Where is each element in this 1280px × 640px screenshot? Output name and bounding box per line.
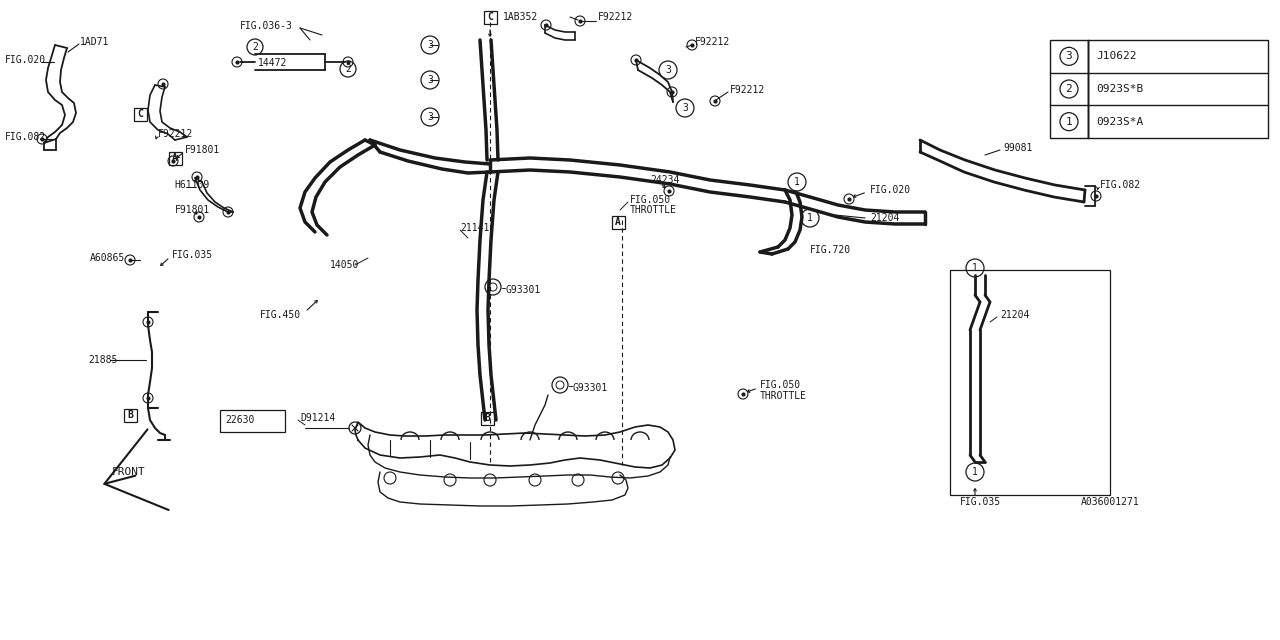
Text: D91214: D91214: [300, 413, 335, 423]
Text: 3: 3: [682, 103, 687, 113]
Text: A: A: [616, 217, 621, 227]
Text: 1: 1: [972, 263, 978, 273]
Text: C: C: [488, 12, 493, 22]
Text: A60865: A60865: [90, 253, 125, 263]
Text: FIG.082: FIG.082: [5, 132, 46, 142]
Text: F91801: F91801: [175, 205, 210, 215]
Text: FIG.050: FIG.050: [630, 195, 671, 205]
Bar: [220, 410, 285, 432]
Text: 21204: 21204: [870, 213, 900, 223]
Text: FIG.035: FIG.035: [172, 250, 214, 260]
Bar: [133, 108, 146, 120]
Text: H61109: H61109: [174, 180, 209, 190]
Text: G93301: G93301: [572, 383, 607, 393]
Bar: [612, 216, 625, 228]
Text: 1: 1: [808, 213, 813, 223]
Text: 1: 1: [1066, 116, 1073, 127]
Text: 2: 2: [1066, 84, 1073, 94]
Text: 3: 3: [666, 65, 671, 75]
Bar: [950, 270, 1110, 495]
Text: F91801: F91801: [186, 145, 220, 155]
Text: A: A: [172, 153, 178, 163]
Text: 21141: 21141: [460, 223, 489, 233]
Text: G93301: G93301: [506, 285, 540, 295]
Text: B: B: [484, 413, 490, 423]
Text: FIG.450: FIG.450: [260, 310, 301, 320]
Text: C: C: [137, 109, 143, 119]
Text: F92212: F92212: [730, 85, 765, 95]
Text: FIG.036-3: FIG.036-3: [241, 21, 293, 31]
Text: 3: 3: [428, 75, 433, 85]
Text: F92212: F92212: [598, 12, 634, 22]
Text: F92212: F92212: [695, 37, 731, 47]
Text: FIG.082: FIG.082: [1100, 180, 1142, 190]
Text: 2: 2: [252, 42, 259, 52]
Text: 99081: 99081: [1004, 143, 1033, 153]
Text: B: B: [127, 410, 133, 420]
Text: 1AD71: 1AD71: [81, 37, 109, 47]
Text: F92212: F92212: [157, 129, 193, 139]
Text: THROTTLE: THROTTLE: [630, 205, 677, 215]
Bar: [123, 408, 137, 422]
Text: A036001271: A036001271: [1082, 497, 1140, 507]
Text: 3: 3: [428, 40, 433, 50]
Text: 14472: 14472: [259, 58, 288, 68]
Text: FIG.035: FIG.035: [960, 497, 1001, 507]
Text: THROTTLE: THROTTLE: [760, 391, 806, 401]
Bar: [480, 412, 494, 424]
Text: 1: 1: [794, 177, 800, 187]
Text: 0923S*B: 0923S*B: [1096, 84, 1143, 94]
Text: 1AB352: 1AB352: [503, 12, 539, 22]
Text: 0923S*A: 0923S*A: [1096, 116, 1143, 127]
Text: FIG.050: FIG.050: [760, 380, 801, 390]
Text: FIG.020: FIG.020: [870, 185, 911, 195]
Text: 3: 3: [1066, 51, 1073, 61]
Text: 21885: 21885: [88, 355, 118, 365]
Bar: [169, 152, 182, 164]
Text: 21204: 21204: [1000, 310, 1029, 320]
Text: 2: 2: [346, 64, 351, 74]
Text: FRONT: FRONT: [113, 467, 146, 477]
Text: FIG.020: FIG.020: [5, 55, 46, 65]
Text: 14050: 14050: [330, 260, 360, 270]
Bar: [484, 10, 497, 24]
Text: FIG.720: FIG.720: [810, 245, 851, 255]
Bar: [1050, 40, 1268, 138]
Text: 24234: 24234: [650, 175, 680, 185]
Text: 1: 1: [972, 467, 978, 477]
Text: 3: 3: [428, 112, 433, 122]
Text: J10622: J10622: [1096, 51, 1137, 61]
Text: 22630: 22630: [225, 415, 255, 425]
